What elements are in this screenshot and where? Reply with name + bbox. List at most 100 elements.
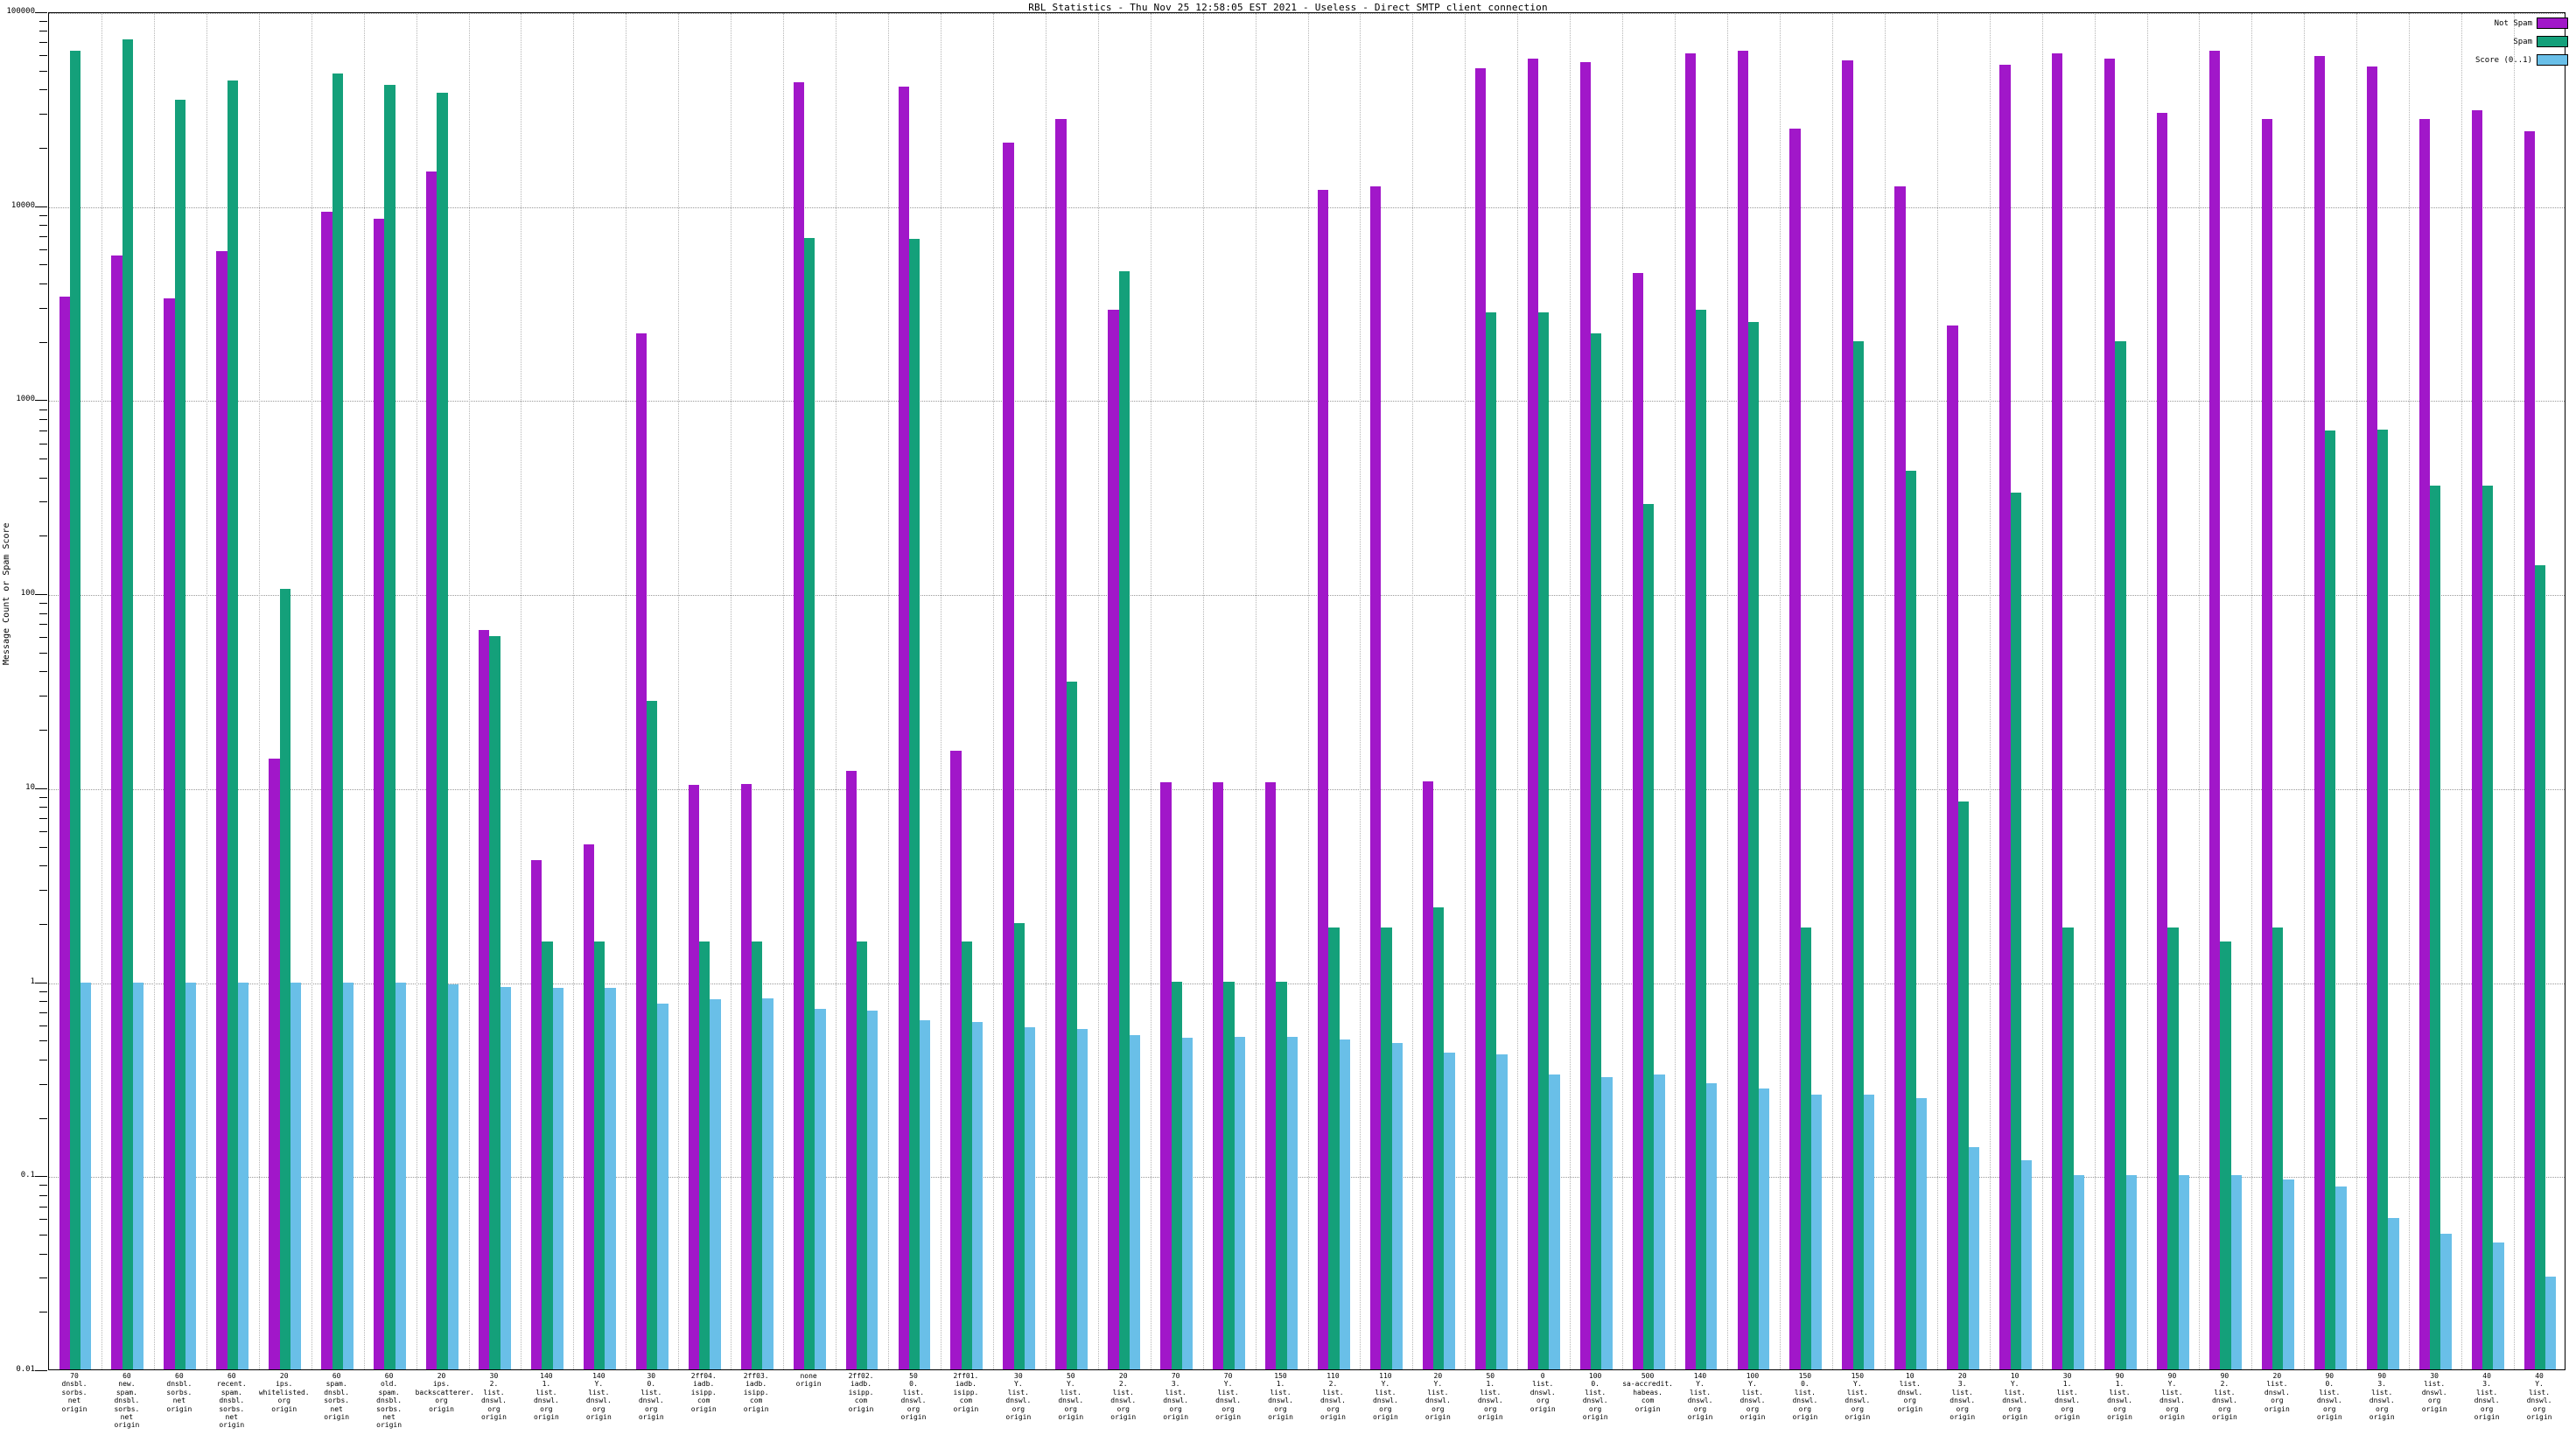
bar-group — [269, 13, 302, 1369]
gridline-vertical — [1465, 13, 1466, 1369]
bar-group — [1160, 13, 1194, 1369]
bar-group — [1474, 13, 1508, 1369]
x-tick-label: 10 list. dnswl. org origin — [1897, 1372, 1923, 1413]
bar-not-spam — [1789, 128, 1801, 1369]
bar-not-spam — [1842, 60, 1853, 1369]
bar-spam — [1171, 981, 1182, 1369]
bar-group — [2261, 13, 2294, 1369]
bar-group — [740, 13, 774, 1369]
x-tick-label: 30 list. dnswl. org origin — [2421, 1372, 2447, 1413]
bar-score — [2335, 1186, 2347, 1369]
chart-title: RBL Statistics - Thu Nov 25 12:58:05 EST… — [1028, 2, 1548, 13]
bar-group — [2157, 13, 2189, 1369]
bar-score — [2545, 1277, 2557, 1369]
bar-spam — [332, 73, 343, 1369]
gridline-vertical — [1622, 13, 1624, 1369]
bar-spam — [2010, 493, 2021, 1369]
bar-score — [500, 986, 511, 1369]
bar-not-spam — [1527, 59, 1539, 1369]
y-tick-minor — [39, 70, 47, 72]
bar-not-spam — [583, 844, 595, 1369]
gridline-vertical — [2251, 13, 2253, 1369]
bar-not-spam — [426, 171, 438, 1369]
y-tick-label: 0.1 — [20, 1171, 35, 1180]
bar-spam — [2534, 564, 2546, 1369]
bar-score — [395, 982, 406, 1369]
bar-spam — [227, 80, 238, 1369]
bar-group — [1999, 13, 2033, 1369]
bar-spam — [1852, 340, 1864, 1369]
y-tick-major — [35, 1370, 47, 1371]
chart-legend: Not Spam Spam Score (0..1) — [2412, 16, 2568, 71]
y-tick-minor — [39, 624, 47, 626]
gridline-vertical — [2514, 13, 2516, 1369]
bar-score — [1391, 1043, 1403, 1369]
x-axis-labels: 70 dnsbl. sorbs. net origin 60 new. spam.… — [48, 1372, 2566, 1449]
legend-label: Score (0..1) — [2474, 55, 2532, 65]
x-tick-label: none origin — [795, 1372, 822, 1389]
bar-group — [530, 13, 564, 1369]
bar-spam — [1538, 312, 1550, 1369]
y-tick-minor — [39, 1083, 47, 1085]
bar-group — [321, 13, 354, 1369]
y-tick-minor — [39, 89, 47, 91]
y-tick-minor — [39, 430, 47, 431]
bar-not-spam — [1108, 309, 1119, 1369]
y-tick-major — [35, 594, 47, 596]
y-tick-label: 100 — [20, 589, 35, 598]
bar-not-spam — [321, 211, 332, 1369]
gridline-vertical — [1570, 13, 1572, 1369]
bar-score — [920, 1020, 931, 1369]
bar-group — [1318, 13, 1350, 1369]
y-tick-major — [35, 12, 47, 13]
bar-score — [2178, 1175, 2189, 1369]
bar-group — [1422, 13, 1455, 1369]
y-tick-label: 1 — [30, 976, 35, 986]
gridline-vertical — [992, 13, 994, 1369]
bar-spam — [1328, 927, 1340, 1369]
y-tick-minor — [39, 307, 47, 309]
x-tick-label: 20 3. list. dnswl. org origin — [1950, 1372, 1976, 1422]
bar-spam — [1066, 682, 1077, 1369]
bar-score — [710, 998, 721, 1369]
bar-not-spam — [1422, 781, 1434, 1369]
x-tick-label: 70 3. list. dnswl. org origin — [1163, 1372, 1189, 1422]
bar-spam — [2377, 429, 2389, 1369]
y-tick-minor — [39, 1206, 47, 1208]
bar-not-spam — [164, 298, 175, 1369]
gridline-vertical — [416, 13, 417, 1369]
bar-not-spam — [688, 785, 700, 1369]
x-tick-label: 50 Y. list. dnswl. org origin — [1058, 1372, 1084, 1422]
y-tick-label: 10000 — [10, 200, 35, 210]
bar-score — [815, 1009, 826, 1369]
bar-score — [2493, 1242, 2504, 1369]
y-tick-minor — [39, 603, 47, 605]
bar-score — [342, 982, 354, 1369]
bar-score — [185, 982, 197, 1369]
x-tick-label: 90 0. list. dnswl. org origin — [2316, 1372, 2342, 1422]
bar-not-spam — [1894, 186, 1906, 1369]
bar-spam — [1486, 312, 1497, 1369]
y-tick-minor — [39, 1117, 47, 1119]
y-tick-minor — [39, 1185, 47, 1186]
y-tick-minor — [39, 264, 47, 266]
bar-group — [374, 13, 406, 1369]
gridline-vertical — [1884, 13, 1886, 1369]
gridline-vertical — [731, 13, 732, 1369]
bar-score — [1706, 1082, 1718, 1369]
gridline-vertical — [1202, 13, 1204, 1369]
bar-not-spam — [635, 332, 648, 1369]
x-tick-label: 20 2. list. dnswl. org origin — [1110, 1372, 1137, 1422]
bar-not-spam — [2471, 109, 2482, 1369]
y-tick-minor — [39, 248, 47, 250]
bar-not-spam — [2052, 52, 2063, 1369]
x-tick-label: 10 Y. list. dnswl. org origin — [2002, 1372, 2028, 1422]
bar-group — [1003, 13, 1036, 1369]
bar-not-spam — [2208, 50, 2221, 1369]
bar-spam — [594, 942, 606, 1369]
x-tick-label: 90 2. list. dnswl. org origin — [2211, 1372, 2237, 1422]
bar-group — [1213, 13, 1245, 1369]
bar-not-spam — [1160, 782, 1172, 1369]
bar-not-spam — [2314, 55, 2326, 1369]
